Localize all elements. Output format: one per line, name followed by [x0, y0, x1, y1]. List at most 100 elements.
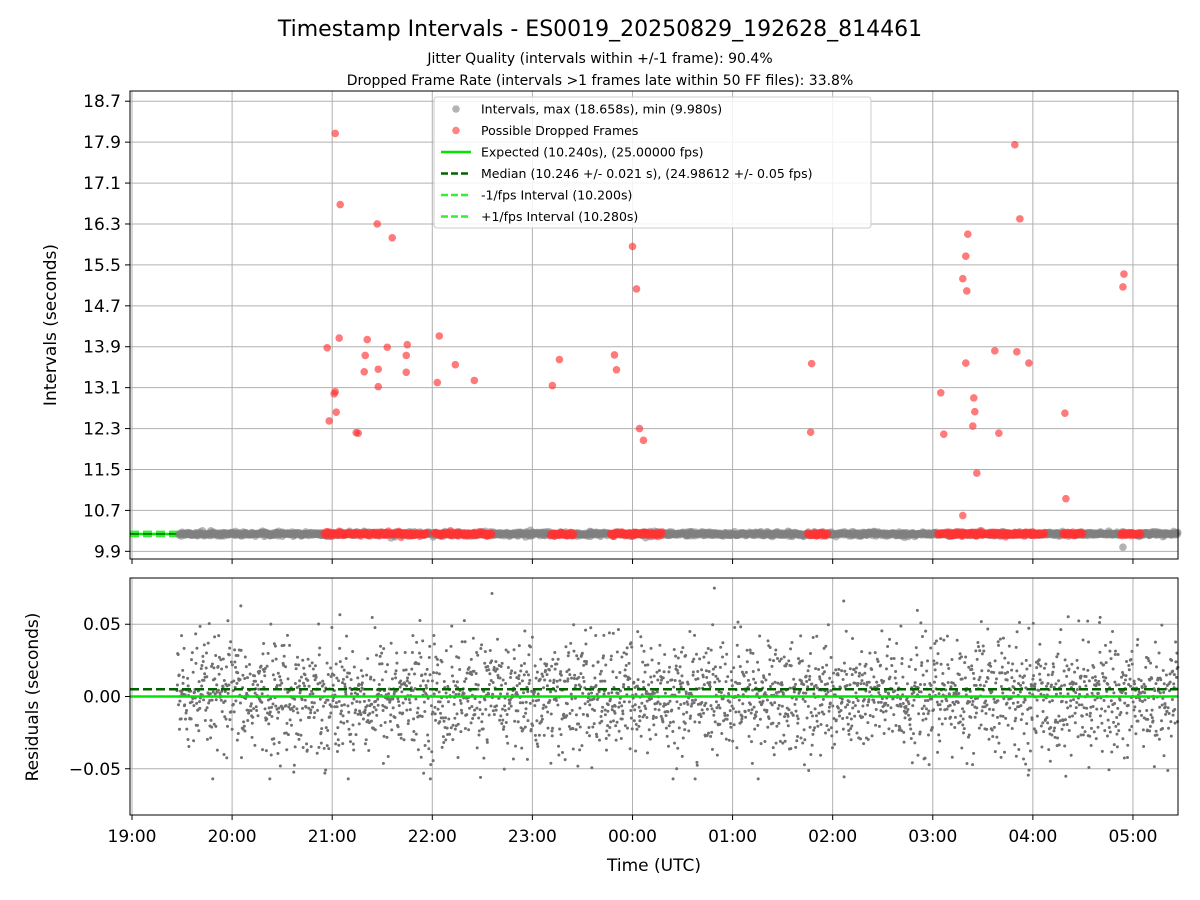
residual-point	[241, 673, 245, 677]
residual-point	[959, 714, 963, 718]
residual-point	[721, 641, 725, 645]
residual-point	[678, 665, 682, 669]
residual-point	[827, 705, 831, 709]
residual-point	[374, 708, 378, 712]
residual-point	[945, 699, 949, 703]
residual-point	[762, 676, 766, 680]
residual-point	[385, 735, 389, 739]
residual-point	[1019, 683, 1023, 687]
residual-point	[216, 665, 220, 669]
residual-point	[522, 691, 526, 695]
residual-point	[419, 655, 423, 659]
residual-point	[667, 670, 671, 674]
residual-point	[334, 742, 338, 746]
residual-point	[621, 712, 625, 716]
residual-point	[337, 743, 341, 747]
legend: Intervals, max (18.658s), min (9.980s)Po…	[433, 96, 872, 229]
residual-point	[960, 746, 964, 750]
residual-point	[811, 732, 815, 736]
residual-point	[866, 737, 870, 741]
residual-point	[963, 676, 967, 680]
residual-point	[735, 643, 739, 647]
residual-point	[759, 742, 763, 746]
residual-point	[824, 692, 828, 696]
residual-point	[405, 708, 409, 712]
residual-point	[820, 710, 824, 714]
residual-point	[847, 700, 851, 704]
residual-point	[533, 664, 537, 668]
residual-point	[840, 697, 844, 701]
residual-point	[585, 731, 589, 735]
residual-point	[868, 714, 872, 718]
residual-point	[327, 747, 331, 751]
residual-point	[506, 650, 510, 654]
residual-point	[550, 729, 554, 733]
residual-point	[276, 671, 280, 675]
residual-point	[506, 741, 510, 745]
residual-point	[717, 690, 721, 694]
residual-point	[709, 648, 713, 652]
residual-point	[975, 657, 979, 661]
residual-point	[608, 725, 612, 729]
residual-point	[1001, 714, 1005, 718]
residual-point	[743, 710, 747, 714]
residual-point	[236, 671, 240, 675]
residual-point	[534, 738, 538, 742]
residual-point	[779, 657, 783, 661]
residual-point	[530, 635, 534, 639]
residual-point	[909, 658, 913, 662]
residual-point	[457, 692, 461, 696]
residual-point	[652, 691, 656, 695]
residual-point	[882, 679, 886, 683]
residual-point	[950, 658, 954, 662]
residual-point	[625, 646, 629, 650]
residual-point	[232, 710, 236, 714]
residual-point	[271, 659, 275, 663]
residual-point	[592, 697, 596, 701]
residual-point	[401, 711, 405, 715]
intervals-y-tick-label: 13.1	[83, 379, 121, 399]
residual-point	[202, 698, 206, 702]
residual-point	[423, 709, 427, 713]
residual-point	[907, 665, 911, 669]
residual-point	[359, 713, 363, 717]
residual-point	[927, 763, 931, 767]
residual-point	[844, 705, 848, 709]
residual-point	[584, 642, 588, 646]
dropped-frame-point	[936, 388, 945, 397]
residual-point	[447, 717, 451, 721]
residual-point	[710, 747, 714, 751]
residual-point	[795, 714, 799, 718]
residual-point	[517, 644, 521, 648]
residual-point	[685, 710, 689, 714]
residual-point	[787, 659, 791, 663]
residual-point	[303, 684, 307, 688]
residual-point	[872, 698, 876, 702]
residual-point	[765, 708, 769, 712]
residual-point	[508, 701, 512, 705]
dropped-frame-point	[961, 252, 970, 261]
chart-title: Timestamp Intervals - ES0019_20250829_19…	[277, 17, 922, 42]
residual-point	[223, 689, 227, 693]
residual-point	[833, 742, 837, 746]
residual-point	[434, 655, 438, 659]
residual-point	[789, 647, 793, 651]
residual-point	[277, 706, 281, 710]
residual-point	[875, 657, 879, 661]
residual-point	[984, 680, 988, 684]
residual-point	[194, 661, 198, 665]
residual-point	[622, 700, 626, 704]
residual-point	[698, 712, 702, 716]
residual-point	[1002, 750, 1006, 754]
residual-point	[326, 698, 330, 702]
residual-point	[574, 683, 578, 687]
residual-point	[203, 672, 207, 676]
intervals-x-ticks	[131, 559, 1134, 564]
residual-point	[814, 667, 818, 671]
residual-point	[356, 676, 360, 680]
residual-point	[798, 689, 802, 693]
residual-point	[822, 646, 826, 650]
residual-point	[819, 722, 823, 726]
residual-point	[568, 711, 572, 715]
residual-point	[1008, 706, 1012, 710]
